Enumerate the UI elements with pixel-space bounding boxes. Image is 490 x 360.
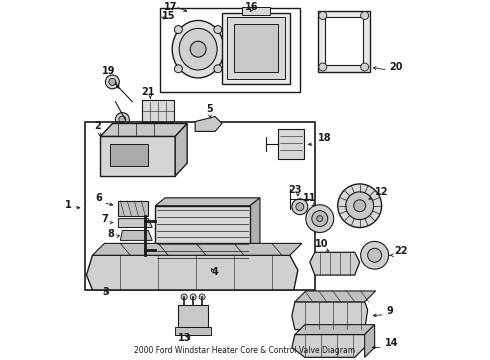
Circle shape bbox=[190, 294, 196, 300]
Text: 11: 11 bbox=[303, 193, 317, 203]
Text: 19: 19 bbox=[101, 66, 115, 76]
Circle shape bbox=[354, 200, 366, 212]
Text: 6: 6 bbox=[95, 193, 102, 203]
Text: 16: 16 bbox=[245, 1, 259, 12]
Bar bbox=[222, 13, 290, 84]
Polygon shape bbox=[119, 219, 152, 228]
Text: 21: 21 bbox=[142, 87, 155, 97]
Circle shape bbox=[214, 26, 222, 33]
Polygon shape bbox=[119, 201, 148, 216]
Polygon shape bbox=[155, 198, 260, 206]
Text: 7: 7 bbox=[101, 213, 108, 224]
Circle shape bbox=[368, 248, 382, 262]
Polygon shape bbox=[292, 302, 368, 330]
Bar bbox=[227, 18, 285, 79]
Circle shape bbox=[319, 63, 327, 71]
Circle shape bbox=[109, 78, 116, 85]
Polygon shape bbox=[100, 123, 187, 136]
Text: 2: 2 bbox=[94, 121, 101, 131]
Circle shape bbox=[190, 41, 206, 57]
Polygon shape bbox=[310, 252, 360, 275]
Polygon shape bbox=[250, 198, 260, 265]
Circle shape bbox=[319, 12, 327, 19]
Text: 4: 4 bbox=[212, 267, 219, 277]
Circle shape bbox=[119, 116, 126, 123]
Circle shape bbox=[361, 12, 368, 19]
Text: 23: 23 bbox=[288, 185, 302, 195]
Text: 1: 1 bbox=[65, 200, 72, 210]
Circle shape bbox=[306, 205, 334, 233]
Circle shape bbox=[105, 75, 120, 89]
Text: 2000 Ford Windstar Heater Core & Control Valve Diagram: 2000 Ford Windstar Heater Core & Control… bbox=[134, 346, 356, 355]
Circle shape bbox=[361, 63, 368, 71]
Text: 17: 17 bbox=[164, 1, 177, 12]
Circle shape bbox=[338, 184, 382, 228]
Polygon shape bbox=[86, 255, 298, 290]
Bar bbox=[178, 305, 208, 327]
Text: 8: 8 bbox=[107, 229, 114, 239]
Bar bbox=[85, 122, 315, 290]
Bar bbox=[242, 6, 270, 14]
Text: 13: 13 bbox=[178, 333, 192, 343]
Polygon shape bbox=[175, 123, 187, 176]
Polygon shape bbox=[100, 136, 175, 176]
Polygon shape bbox=[93, 243, 302, 255]
Ellipse shape bbox=[179, 28, 217, 70]
Bar bbox=[142, 100, 174, 122]
Ellipse shape bbox=[172, 21, 224, 78]
Bar bbox=[110, 144, 148, 166]
Circle shape bbox=[292, 199, 308, 215]
Circle shape bbox=[214, 65, 222, 73]
Polygon shape bbox=[292, 334, 368, 357]
Bar bbox=[175, 327, 211, 334]
Circle shape bbox=[317, 216, 323, 222]
Circle shape bbox=[346, 192, 374, 220]
Text: 14: 14 bbox=[385, 338, 398, 348]
Circle shape bbox=[174, 26, 182, 33]
Text: 22: 22 bbox=[394, 246, 408, 256]
Circle shape bbox=[312, 211, 328, 226]
Bar bbox=[155, 206, 250, 265]
Circle shape bbox=[361, 242, 389, 269]
Circle shape bbox=[296, 203, 304, 211]
Text: 12: 12 bbox=[375, 187, 388, 197]
Text: 15: 15 bbox=[162, 10, 176, 21]
Text: 3: 3 bbox=[102, 287, 109, 297]
Text: 20: 20 bbox=[390, 62, 403, 72]
Bar bbox=[234, 24, 278, 72]
Text: 9: 9 bbox=[387, 306, 393, 316]
Polygon shape bbox=[295, 291, 376, 302]
Text: 10: 10 bbox=[315, 239, 328, 249]
Bar bbox=[278, 130, 304, 159]
Polygon shape bbox=[365, 325, 375, 357]
Polygon shape bbox=[295, 325, 375, 334]
Circle shape bbox=[181, 294, 187, 300]
Text: 18: 18 bbox=[318, 133, 331, 143]
Bar bbox=[160, 8, 300, 92]
Bar bbox=[318, 10, 369, 72]
Circle shape bbox=[174, 65, 182, 73]
Bar bbox=[325, 18, 363, 65]
Polygon shape bbox=[121, 230, 152, 240]
Circle shape bbox=[115, 113, 129, 126]
Polygon shape bbox=[195, 117, 222, 131]
Circle shape bbox=[199, 294, 205, 300]
Text: 5: 5 bbox=[207, 104, 214, 114]
